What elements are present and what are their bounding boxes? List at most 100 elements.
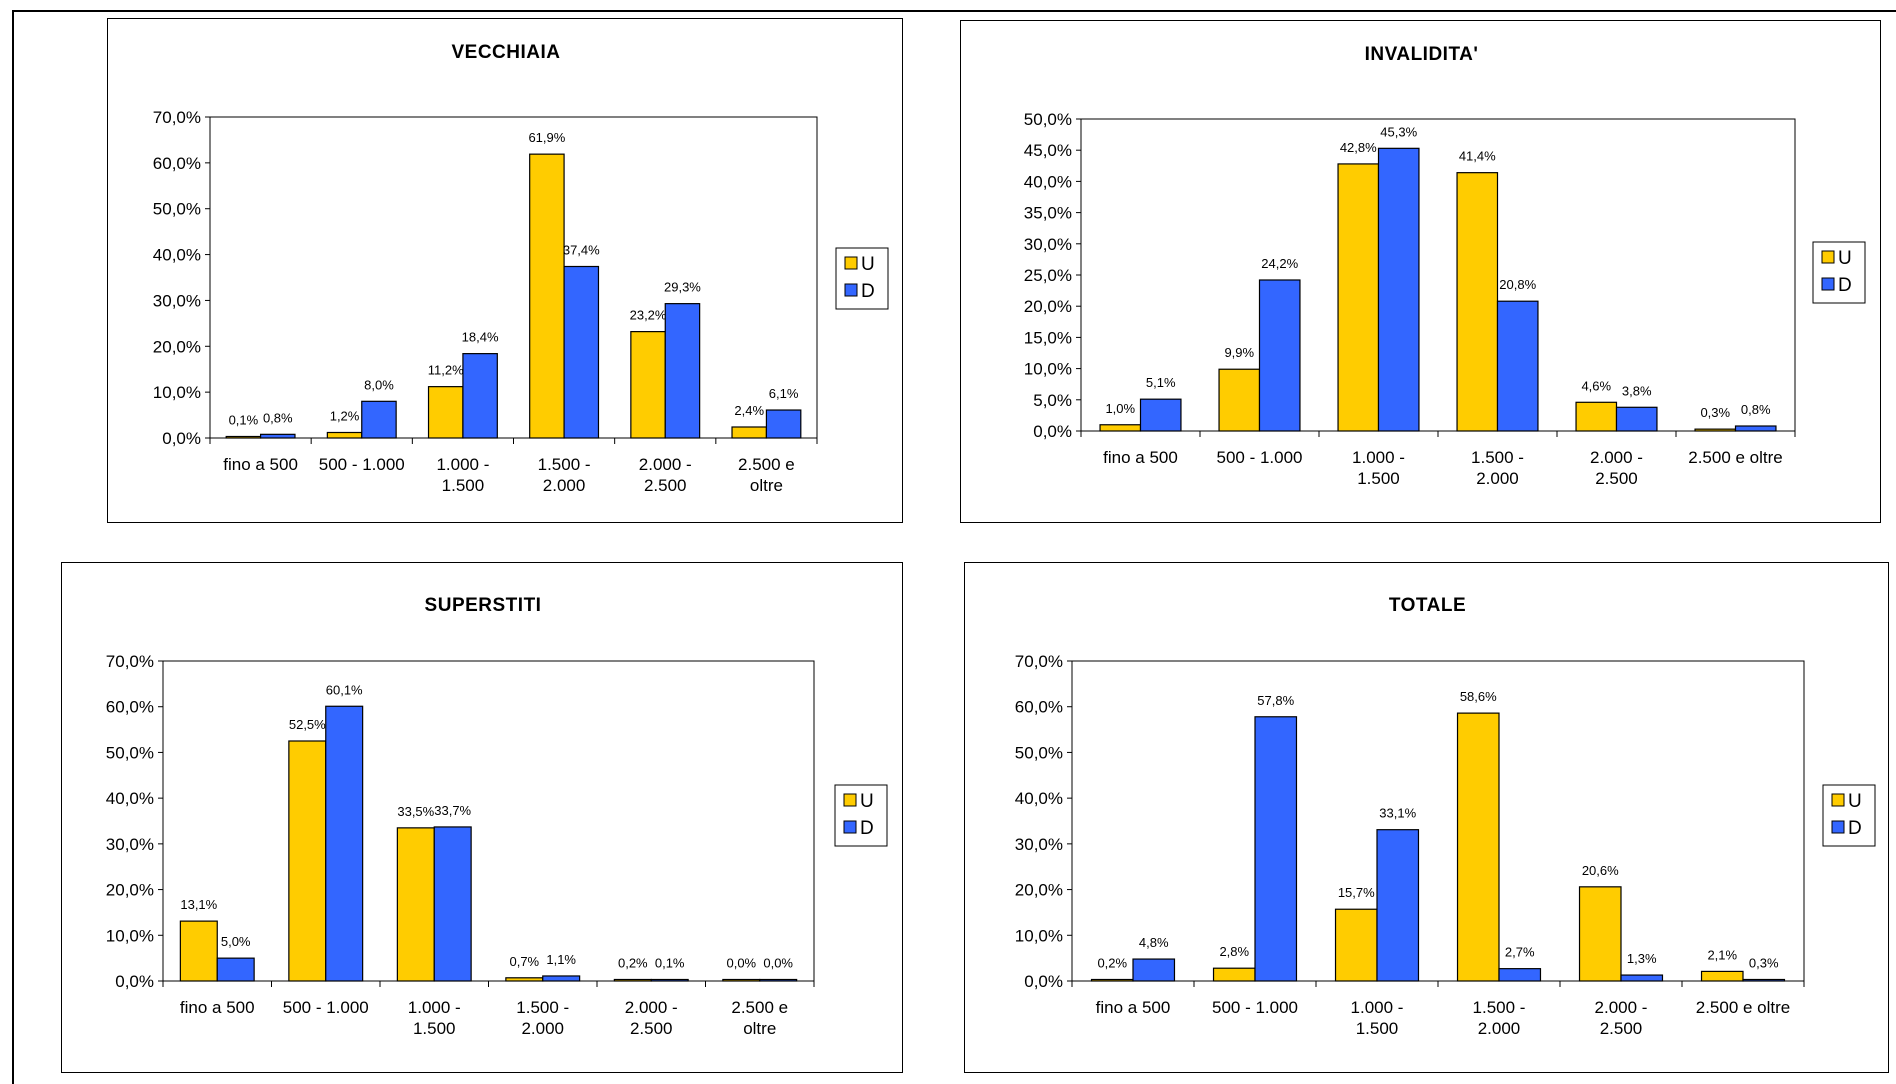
data-label-u-6: 2,1% bbox=[1707, 947, 1737, 962]
chart-title: VECCHIAIA bbox=[451, 42, 560, 63]
bar-d-4 bbox=[563, 265, 600, 439]
page-frame bbox=[12, 10, 1896, 1084]
bar-u-6 bbox=[731, 426, 768, 439]
data-label-u-2: 2,8% bbox=[1219, 944, 1249, 959]
y-tick-label: 70,0% bbox=[106, 652, 154, 671]
y-tick-label: 10,0% bbox=[106, 926, 154, 945]
bar-u-1 bbox=[1090, 978, 1134, 982]
category-label: 1.000 - bbox=[436, 455, 489, 474]
bar-u-5 bbox=[1575, 401, 1618, 432]
data-label-u-1: 0,2% bbox=[1097, 956, 1127, 971]
category-label: 500 - 1.000 bbox=[1216, 448, 1302, 467]
y-tick-label: 70,0% bbox=[153, 108, 201, 127]
data-label-u-6: 0,3% bbox=[1700, 405, 1730, 420]
category-label: 2.500 bbox=[1595, 469, 1638, 488]
data-label-u-5: 23,2% bbox=[630, 308, 667, 323]
bar-u-1 bbox=[1099, 424, 1142, 432]
y-tick-label: 30,0% bbox=[153, 291, 201, 310]
category-label: 1.500 bbox=[1357, 469, 1400, 488]
legend-swatch-d bbox=[1821, 277, 1835, 291]
y-tick-label: 25,0% bbox=[1024, 266, 1072, 285]
bar-u-5 bbox=[613, 978, 652, 982]
chart-panel-superstiti: SUPERSTITI 0,0% 10,0% 20,0% 30,0% 40,0% 50,0% 6… bbox=[61, 562, 903, 1073]
data-label-u-4: 0,7% bbox=[509, 954, 539, 969]
bar-d-1 bbox=[259, 433, 296, 439]
y-tick-label: 0,0% bbox=[115, 972, 154, 991]
data-label-u-3: 15,7% bbox=[1338, 885, 1375, 900]
bar-u-3 bbox=[1334, 908, 1378, 982]
legend-label-d: D bbox=[1838, 275, 1852, 296]
bar-u-4 bbox=[529, 153, 565, 439]
y-tick-label: 30,0% bbox=[1024, 235, 1072, 254]
data-label-u-3: 42,8% bbox=[1340, 140, 1377, 155]
category-label: 2.500 bbox=[644, 476, 687, 495]
y-tick-label: 50,0% bbox=[1015, 743, 1063, 762]
category-label: 2.000 - bbox=[639, 455, 692, 474]
legend-label-u: U bbox=[861, 254, 875, 275]
y-tick-label: 20,0% bbox=[106, 881, 154, 900]
data-label-u-4: 61,9% bbox=[528, 130, 565, 145]
bar-d-1 bbox=[1139, 398, 1182, 432]
category-label: 2.500 e bbox=[738, 455, 795, 474]
data-label-d-1: 4,8% bbox=[1139, 935, 1169, 950]
bar-d-3 bbox=[1376, 829, 1420, 982]
bar-u-6 bbox=[1700, 970, 1744, 982]
data-label-d-6: 0,0% bbox=[763, 956, 793, 971]
data-label-u-1: 1,0% bbox=[1105, 401, 1135, 416]
y-tick-label: 10,0% bbox=[1024, 360, 1072, 379]
y-tick-label: 70,0% bbox=[1015, 652, 1063, 671]
category-label: 2.000 bbox=[1476, 469, 1519, 488]
data-label-u-3: 11,2% bbox=[428, 363, 464, 378]
bar-u-2 bbox=[288, 740, 327, 982]
category-label: 1.500 - bbox=[1473, 998, 1526, 1017]
data-label-d-6: 6,1% bbox=[769, 386, 799, 401]
data-label-u-5: 20,6% bbox=[1582, 863, 1619, 878]
category-label: 1.500 bbox=[1356, 1019, 1399, 1038]
bar-u-1 bbox=[225, 435, 262, 439]
data-label-u-1: 0,1% bbox=[229, 413, 259, 428]
bar-d-6 bbox=[759, 978, 798, 982]
bar-d-6 bbox=[765, 409, 802, 439]
data-label-d-5: 3,8% bbox=[1622, 383, 1652, 398]
y-tick-label: 15,0% bbox=[1024, 328, 1072, 347]
category-label: 1.500 - bbox=[1471, 448, 1524, 467]
y-tick-label: 30,0% bbox=[106, 835, 154, 854]
bar-d-6 bbox=[1742, 978, 1786, 982]
legend-swatch-u bbox=[1831, 793, 1845, 807]
bar-u-3 bbox=[427, 386, 464, 439]
category-label: 2.000 - bbox=[1590, 448, 1643, 467]
chart-title: TOTALE bbox=[1389, 595, 1466, 616]
data-label-d-3: 18,4% bbox=[462, 330, 499, 345]
legend-swatch-d bbox=[844, 283, 858, 297]
y-tick-label: 10,0% bbox=[1015, 926, 1063, 945]
bar-u-4 bbox=[1456, 172, 1499, 432]
data-label-u-1: 13,1% bbox=[180, 897, 217, 912]
data-label-d-5: 0,1% bbox=[655, 956, 685, 971]
bar-d-3 bbox=[433, 826, 472, 982]
data-label-d-3: 45,3% bbox=[1380, 124, 1417, 139]
data-label-d-1: 0,8% bbox=[263, 410, 293, 425]
bar-d-2 bbox=[1254, 716, 1298, 982]
bar-u-6 bbox=[1694, 428, 1737, 432]
data-label-d-3: 33,7% bbox=[434, 803, 471, 818]
category-label: 2.500 e bbox=[731, 998, 788, 1017]
category-label: 2.000 bbox=[1478, 1019, 1521, 1038]
bar-d-3 bbox=[1377, 147, 1420, 432]
bar-u-1 bbox=[179, 920, 218, 982]
bar-u-3 bbox=[396, 827, 435, 982]
bar-d-5 bbox=[650, 978, 689, 982]
y-tick-label: 40,0% bbox=[1024, 172, 1072, 191]
category-label: 1.500 bbox=[413, 1019, 456, 1038]
data-label-d-6: 0,3% bbox=[1749, 956, 1779, 971]
category-label: 2.000 bbox=[521, 1019, 564, 1038]
data-label-d-4: 37,4% bbox=[563, 242, 600, 257]
category-label: fino a 500 bbox=[180, 998, 255, 1017]
data-label-d-4: 20,8% bbox=[1499, 277, 1536, 292]
data-label-u-6: 2,4% bbox=[734, 403, 764, 418]
category-label: 500 - 1.000 bbox=[1212, 998, 1298, 1017]
bar-u-2 bbox=[1212, 967, 1256, 982]
legend-label-u: U bbox=[1848, 791, 1862, 812]
legend-label-d: D bbox=[861, 281, 875, 302]
bar-u-6 bbox=[722, 978, 761, 982]
y-tick-label: 40,0% bbox=[106, 789, 154, 808]
